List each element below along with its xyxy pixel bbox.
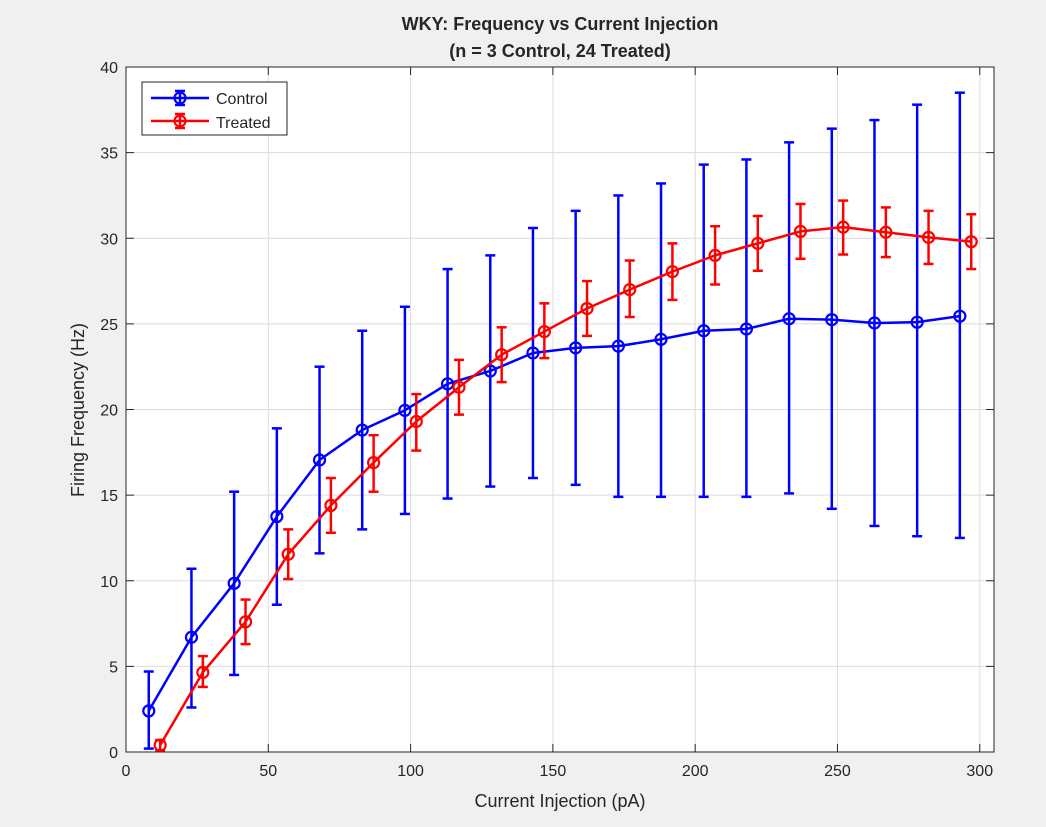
series-treated — [153, 199, 978, 752]
y-tick-label: 40 — [100, 60, 118, 77]
data-point-treated — [836, 220, 850, 234]
data-point-treated — [238, 615, 253, 629]
data-point-treated — [793, 224, 808, 238]
y-tick-label: 5 — [109, 659, 118, 676]
data-point-control — [184, 630, 199, 644]
data-point-control — [142, 704, 156, 718]
y-tick-label: 30 — [100, 231, 118, 248]
data-point-treated — [452, 380, 466, 394]
y-tick-label: 0 — [109, 745, 118, 762]
legend-treated-marker — [173, 114, 187, 128]
x-tick-label: 200 — [682, 763, 709, 780]
x-tick-label: 50 — [259, 763, 277, 780]
data-point-treated — [665, 265, 680, 279]
data-point-control — [782, 312, 796, 326]
legend-item-treated: Treated — [151, 112, 271, 132]
data-point-treated — [409, 414, 423, 429]
ticks: 0 50 100 150 200 250 300 0 5 10 15 20 25 30 35 40 — [100, 60, 994, 780]
data-point-control — [825, 312, 839, 327]
series-layer — [142, 91, 978, 752]
legend-control-marker — [173, 91, 187, 105]
data-point-treated — [623, 283, 637, 297]
data-point-treated — [580, 301, 594, 316]
data-point-treated — [495, 348, 509, 362]
data-point-treated — [964, 235, 978, 249]
data-point-treated — [879, 225, 893, 239]
y-axis-label: Firing Frequency (Hz) — [68, 323, 88, 497]
data-point-control — [440, 377, 455, 391]
data-point-control — [611, 339, 625, 353]
chart-title: WKY: Frequency vs Current Injection — [402, 14, 719, 34]
data-point-treated — [324, 498, 338, 512]
data-point-control — [312, 453, 327, 467]
series-line-treated — [159, 225, 972, 746]
legend-control-label: Control — [216, 91, 268, 108]
legend: Control Treated — [141, 81, 288, 136]
data-point-control — [355, 423, 369, 437]
data-point-control — [867, 316, 882, 330]
legend-box — [141, 81, 288, 136]
data-point-treated — [751, 236, 765, 250]
data-point-control — [270, 509, 284, 524]
y-tick-label: 20 — [100, 403, 118, 420]
x-tick-label: 300 — [966, 763, 993, 780]
series-line-control — [147, 314, 961, 712]
data-point-control — [654, 332, 668, 346]
chart-subtitle: (n = 3 Control, 24 Treated) — [449, 41, 671, 61]
data-point-treated — [196, 665, 210, 679]
legend-item-control: Control — [151, 89, 268, 108]
data-point-treated — [921, 230, 936, 244]
x-axis-label: Current Injection (pA) — [474, 791, 645, 811]
data-point-control — [910, 315, 924, 329]
data-point-control — [398, 403, 412, 417]
series-control — [142, 91, 967, 750]
data-point-control — [227, 576, 241, 590]
data-point-treated — [366, 455, 381, 470]
y-tick-label: 10 — [100, 574, 118, 591]
data-point-treated — [281, 547, 295, 561]
x-tick-label: 100 — [397, 763, 424, 780]
y-tick-label: 15 — [100, 488, 118, 505]
x-tick-label: 0 — [122, 763, 131, 780]
y-tick-label: 25 — [100, 317, 118, 334]
data-point-treated — [708, 248, 722, 262]
y-tick-label: 35 — [100, 146, 118, 163]
legend-treated-label: Treated — [216, 115, 271, 132]
data-point-control — [739, 322, 754, 336]
x-tick-label: 150 — [540, 763, 567, 780]
x-tick-label: 250 — [824, 763, 851, 780]
data-point-control — [697, 324, 711, 338]
data-point-control — [953, 309, 967, 323]
data-point-treated — [537, 324, 551, 339]
data-point-control — [569, 341, 583, 355]
data-point-control — [483, 364, 497, 378]
data-point-treated — [153, 738, 167, 752]
data-point-control — [526, 346, 540, 360]
